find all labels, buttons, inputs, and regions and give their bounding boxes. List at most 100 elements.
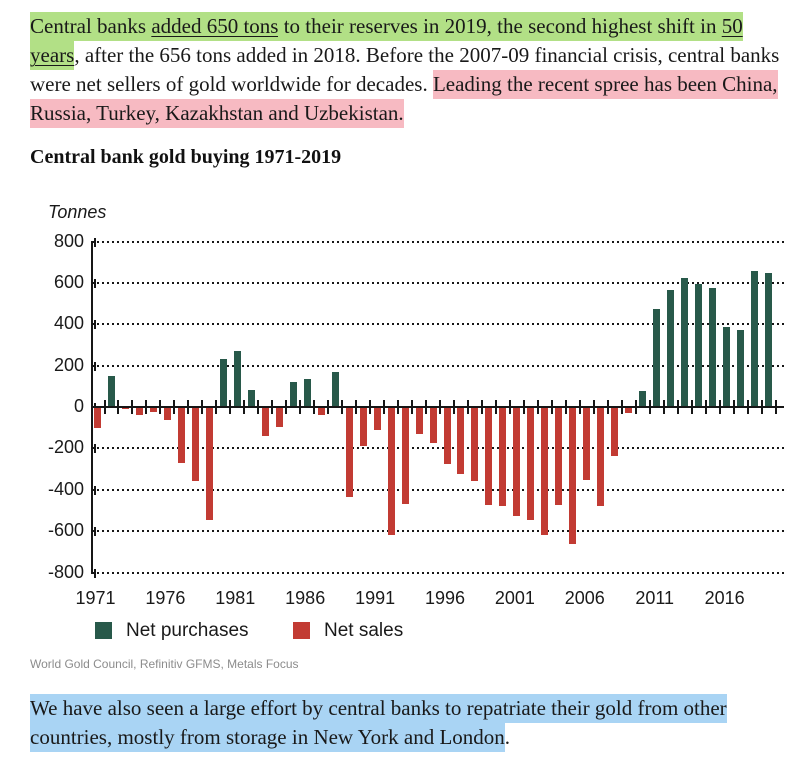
- bar-1990: [359, 408, 367, 447]
- x-axis-label-1991: 1991: [355, 588, 396, 608]
- bar-1980: [219, 359, 227, 406]
- y-tick--400: [94, 485, 96, 495]
- bar-2010: [639, 391, 647, 406]
- bar-1998: [471, 408, 479, 482]
- gridline-200: [92, 364, 784, 367]
- chart-heading: Central bank gold buying 1971-2019: [30, 146, 342, 168]
- bar-1992: [387, 408, 395, 536]
- intro-paragraph: Central banks added 650 tons to their re…: [30, 12, 784, 128]
- x-axis-label-2016: 2016: [704, 588, 745, 608]
- bar-2000: [499, 408, 507, 507]
- bar-2003: [541, 408, 549, 536]
- bar-2002: [527, 408, 535, 520]
- bar-1973: [121, 408, 129, 410]
- y-axis-label--400: -400: [47, 478, 84, 499]
- x-axis-label-2006: 2006: [564, 588, 605, 608]
- y-axis-label-800: 800: [53, 230, 84, 251]
- y-tick-600: [94, 278, 96, 288]
- gridline-400: [92, 323, 784, 326]
- bar-1997: [457, 408, 465, 475]
- y-axis-label--800: -800: [47, 561, 84, 582]
- bar-1989: [345, 408, 353, 497]
- bar-1975: [149, 408, 157, 413]
- net-sales-swatch: [293, 622, 310, 639]
- bar-2014: [695, 283, 703, 406]
- net-purchases-label: Net purchases: [126, 620, 249, 641]
- gridline--800: [92, 571, 784, 574]
- x-axis-label-1976: 1976: [145, 588, 186, 608]
- bar-1985: [289, 382, 297, 406]
- bar-1981: [233, 351, 241, 406]
- y-tick-400: [94, 320, 96, 330]
- y-tick-200: [94, 361, 96, 371]
- zero-axis-line: [92, 406, 784, 408]
- bar-1986: [303, 379, 311, 406]
- y-tick--200: [94, 444, 96, 454]
- x-axis-label-1996: 1996: [424, 588, 466, 608]
- bar-1971: [94, 408, 101, 428]
- bar-1974: [135, 408, 143, 416]
- bar-2009: [625, 408, 633, 414]
- bar-1984: [275, 408, 283, 427]
- bar-2017: [737, 330, 745, 406]
- net-purchases-swatch: [95, 622, 112, 639]
- y-tick--600: [94, 527, 96, 537]
- text-segment: We have also seen a large effort by cent…: [30, 694, 727, 752]
- bar-2012: [667, 290, 675, 406]
- bar-1988: [331, 371, 339, 406]
- bar-2019: [765, 272, 773, 406]
- bar-1983: [261, 408, 269, 436]
- y-axis-label-200: 200: [53, 354, 84, 375]
- y-axis-label-0: 0: [73, 396, 84, 416]
- bar-2016: [723, 327, 731, 406]
- bar-1976: [163, 408, 171, 421]
- x-axis-label-1981: 1981: [215, 588, 256, 608]
- gridline--200: [92, 447, 784, 450]
- y-axis-unit-label: Tonnes: [48, 202, 107, 222]
- bar-2015: [709, 288, 717, 406]
- text-segment: , after the 656 tons added in 2018. Befo…: [30, 43, 780, 96]
- bar-1996: [443, 408, 451, 464]
- bar-1977: [177, 408, 185, 463]
- y-tick-800: [94, 237, 96, 247]
- bar-1987: [317, 408, 325, 416]
- bar-2013: [681, 277, 689, 406]
- bar-1994: [415, 408, 423, 434]
- bar-2001: [513, 408, 521, 516]
- bar-2006: [583, 408, 591, 481]
- bar-2004: [555, 408, 563, 506]
- bar-2018: [751, 271, 759, 406]
- text-segment: to their reserves in 2019, the second hi…: [278, 12, 722, 41]
- bar-1972: [107, 375, 115, 406]
- bar-2005: [569, 408, 577, 544]
- bar-1991: [373, 408, 381, 430]
- bar-2007: [597, 408, 605, 507]
- bar-1978: [191, 408, 199, 482]
- closing-paragraph: We have also seen a large effort by cent…: [30, 694, 784, 752]
- y-axis-label-600: 600: [53, 271, 84, 292]
- y-axis-label--600: -600: [47, 520, 84, 541]
- link-added-650-tons[interactable]: added 650 tons: [151, 12, 279, 41]
- gridline-800: [92, 240, 784, 243]
- y-axis-label--200: -200: [47, 437, 84, 458]
- source-attribution: World Gold Council, Refinitiv GFMS, Meta…: [30, 657, 299, 671]
- bar-1993: [401, 408, 409, 505]
- text-segment: Central banks: [30, 12, 152, 41]
- bar-2008: [611, 408, 619, 456]
- gridline--600: [92, 530, 784, 533]
- x-axis-label-2001: 2001: [494, 588, 535, 608]
- net-sales-label: Net sales: [324, 620, 404, 641]
- gridline--400: [92, 488, 784, 491]
- x-axis-label-1971: 1971: [75, 588, 116, 608]
- x-axis-label-1986: 1986: [285, 588, 326, 608]
- bar-1999: [485, 408, 493, 506]
- gridline-600: [92, 281, 784, 284]
- y-tick--800: [94, 568, 96, 578]
- bar-1995: [429, 408, 437, 444]
- bar-1982: [247, 390, 255, 406]
- y-axis-label-400: 400: [53, 313, 84, 334]
- bar-1979: [205, 408, 213, 520]
- x-axis-label-2011: 2011: [635, 588, 675, 608]
- text-segment: .: [504, 725, 511, 749]
